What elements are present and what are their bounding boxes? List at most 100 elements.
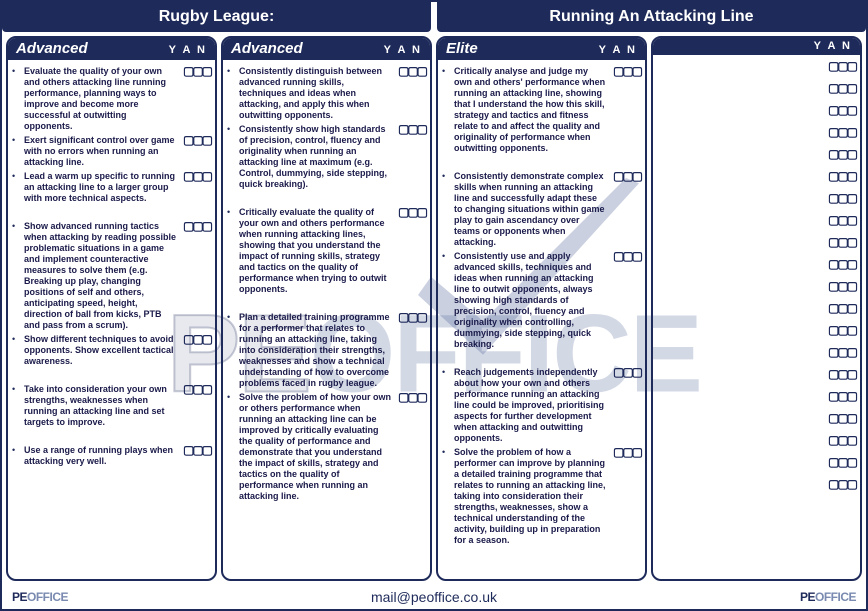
footer-brand-right: PEOFFICE [800,590,856,604]
column-header: EliteY A N [438,38,645,60]
checkbox-boxes[interactable]: ▢▢▢ [396,392,426,402]
checkbox-boxes[interactable]: ▢▢▢ [396,312,426,322]
empty-row: ▢▢▢ [657,171,856,181]
checkbox-boxes[interactable]: ▢▢▢ [826,479,856,489]
title-bar: Rugby League: Running An Attacking Line [2,2,866,32]
column: Y A N▢▢▢▢▢▢▢▢▢▢▢▢▢▢▢▢▢▢▢▢▢▢▢▢▢▢▢▢▢▢▢▢▢▢▢… [651,36,862,581]
checkbox-boxes[interactable]: ▢▢▢ [181,171,211,181]
checkbox-boxes[interactable]: ▢▢▢ [826,215,856,225]
column: Advanced Y A N • Evaluate the quality of yo… [6,36,217,581]
checkbox-boxes[interactable]: ▢▢▢ [181,135,211,145]
bullet-icon: • [442,251,450,262]
empty-row: ▢▢▢ [657,61,856,71]
item-text: Reach judgements independently about how… [454,367,607,444]
empty-row: ▢▢▢ [657,193,856,203]
item-text: Take into consideration your own strengt… [24,384,177,428]
item-text: Consistently distinguish between advance… [239,66,392,121]
checkbox-boxes[interactable]: ▢▢▢ [181,384,211,394]
bullet-icon: • [12,221,20,232]
footer-email: mail@peoffice.co.uk [371,589,497,605]
checkbox-boxes[interactable]: ▢▢▢ [826,127,856,137]
list-item: •Evaluate the quality of your own and ot… [12,66,211,132]
bullet-icon: • [442,367,450,378]
column-level: Elite [446,40,478,57]
empty-row: ▢▢▢ [657,391,856,401]
bullet-icon: • [12,445,20,456]
column-body: ▢▢▢ ▢▢▢ ▢▢▢ ▢▢▢ ▢▢▢ ▢▢▢ ▢▢▢ ▢▢▢ ▢▢▢ ▢▢▢ ▢▢▢ ▢▢▢ ▢▢▢ ▢… [653,55,860,579]
checkbox-boxes[interactable]: ▢▢▢ [826,83,856,93]
list-item: •Exert significant control over game wit… [12,135,211,168]
checkbox-boxes[interactable]: ▢▢▢ [181,221,211,231]
spacer [442,157,641,168]
column-body: • Consistently distinguish between advanc… [223,60,430,579]
empty-row: ▢▢▢ [657,259,856,269]
bullet-icon: • [227,312,235,323]
empty-row: ▢▢▢ [657,325,856,335]
checkbox-boxes[interactable]: ▢▢▢ [181,445,211,455]
column-level: Advanced [16,40,88,57]
checkbox-boxes[interactable]: ▢▢▢ [826,105,856,115]
checkbox-boxes[interactable]: ▢▢▢ [611,367,641,377]
item-text: Show different techniques to avoid oppon… [24,334,177,367]
list-item: • Reach judgements independently about ho… [442,367,641,444]
checkbox-boxes[interactable]: ▢▢▢ [826,281,856,291]
checkbox-boxes[interactable]: ▢▢▢ [826,369,856,379]
checkbox-boxes[interactable]: ▢▢▢ [826,171,856,181]
checkbox-boxes[interactable]: ▢▢▢ [826,303,856,313]
item-text: Solve the problem of how a performer can… [454,447,607,546]
list-item: •Lead a warm up specific to running an a… [12,171,211,204]
bullet-icon: • [227,124,235,135]
checkbox-boxes[interactable]: ▢▢▢ [611,447,641,457]
checkbox-boxes[interactable]: ▢▢▢ [396,207,426,217]
columns-container: Advanced Y A N • Evaluate the quality of yo… [2,32,866,609]
empty-row: ▢▢▢ [657,457,856,467]
empty-row: ▢▢▢ [657,281,856,291]
spacer [227,193,426,204]
checkbox-boxes[interactable]: ▢▢▢ [826,391,856,401]
item-text: Consistently demonstrate complex skills … [454,171,607,248]
checkbox-boxes[interactable]: ▢▢▢ [181,334,211,344]
item-text: Consistently use and apply advanced skil… [454,251,607,350]
spacer [12,431,211,442]
empty-row: ▢▢▢ [657,369,856,379]
checkbox-boxes[interactable]: ▢▢▢ [826,413,856,423]
checkbox-boxes[interactable]: ▢▢▢ [826,61,856,71]
empty-row: ▢▢▢ [657,347,856,357]
checkbox-boxes[interactable]: ▢▢▢ [826,435,856,445]
spacer [442,353,641,364]
item-text: Critically analyse and judge my own and … [454,66,607,154]
checkbox-boxes[interactable]: ▢▢▢ [826,457,856,467]
bullet-icon: • [12,135,20,146]
column: Advanced Y A N • Consistently distinguish b… [221,36,432,581]
checkbox-boxes[interactable]: ▢▢▢ [826,149,856,159]
checkbox-boxes[interactable]: ▢▢▢ [611,171,641,181]
list-item: •Take into consideration your own streng… [12,384,211,428]
checkbox-boxes[interactable]: ▢▢▢ [396,124,426,134]
title-right: Running An Attacking Line [437,2,866,32]
checkbox-boxes[interactable]: ▢▢▢ [611,251,641,261]
yan-label: Y A N [814,40,852,52]
empty-row: ▢▢▢ [657,479,856,489]
checkbox-boxes[interactable]: ▢▢▢ [826,347,856,357]
list-item: •Show different techniques to avoid oppo… [12,334,211,367]
empty-row: ▢▢▢ [657,83,856,93]
list-item: • Critically analyse and judge my own and… [442,66,641,154]
checkbox-boxes[interactable]: ▢▢▢ [826,325,856,335]
checkbox-boxes[interactable]: ▢▢▢ [826,193,856,203]
item-text: Solve the problem of how your own or oth… [239,392,392,502]
item-text: Evaluate the quality of your own and oth… [24,66,177,132]
checkbox-boxes[interactable]: ▢▢▢ [826,237,856,247]
empty-row: ▢▢▢ [657,435,856,445]
yan-label: Y A N [169,44,207,56]
checkbox-boxes[interactable]: ▢▢▢ [396,66,426,76]
yan-label: Y A N [384,44,422,56]
column-body: • Evaluate the quality of your own and ot… [8,60,215,579]
list-item: •Consistently demonstrate complex skills… [442,171,641,248]
bullet-icon: • [442,66,450,77]
column-level: Advanced [231,40,303,57]
footer: PEOFFICE mail@peoffice.co.uk PEOFFICE [2,587,866,607]
checkbox-boxes[interactable]: ▢▢▢ [181,66,211,76]
checkbox-boxes[interactable]: ▢▢▢ [611,66,641,76]
list-item: •Show advanced running tactics when atta… [12,221,211,331]
checkbox-boxes[interactable]: ▢▢▢ [826,259,856,269]
